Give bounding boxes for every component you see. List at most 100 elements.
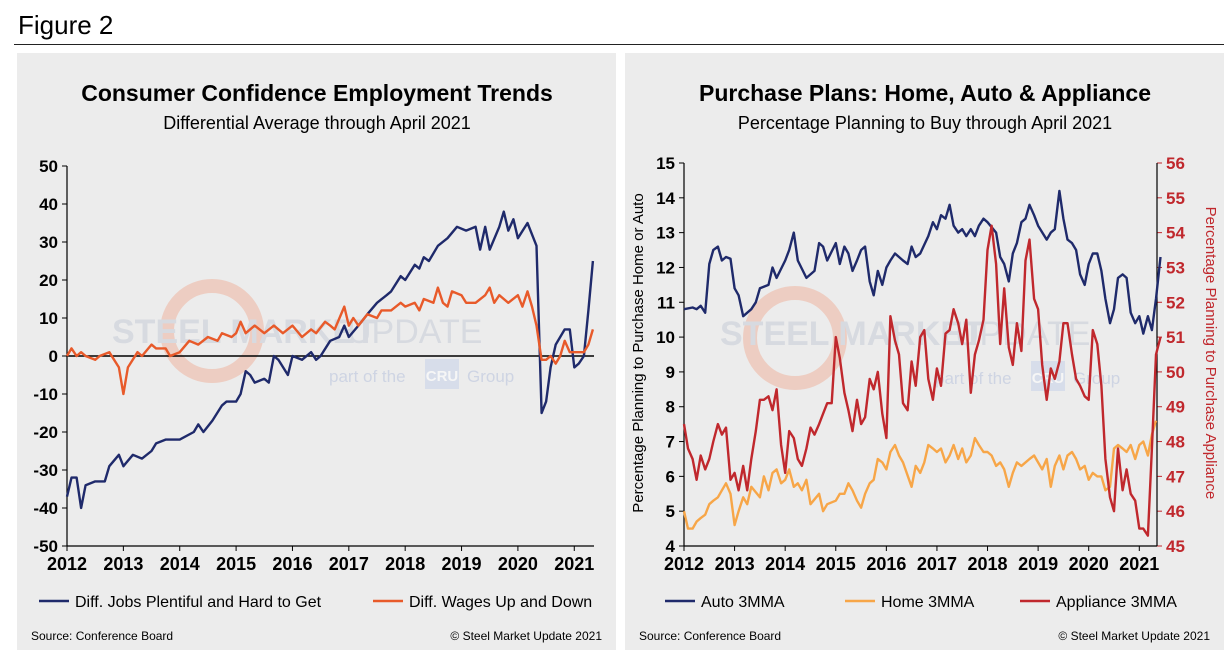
chart-title: Purchase Plans: Home, Auto & Appliance [699,80,1151,106]
employment-trends-chart: STEEL MARKET UPDATE part of the CRU Grou… [31,80,602,643]
series-line-diff-wages-up-and-down [65,286,595,396]
y-tick-label: 0 [49,347,58,366]
x-tick-label: 2016 [272,554,312,574]
y-right-tick-label: 49 [1166,398,1185,417]
y-axis-ticks: 50 40 30 20 10 0 -10 -20 -30 -40 -50 [33,157,68,556]
y-tick-label: -50 [33,537,58,556]
x-tick-label: 2017 [917,554,957,574]
watermark-tag-prefix: part of the [329,367,406,386]
y-tick-label: -30 [33,461,58,480]
y-tick-label: -20 [33,423,58,442]
series-line-auto-3mma [683,189,1162,335]
y-tick-label: 8 [666,398,675,417]
y-right-tick-label: 52 [1166,293,1185,312]
watermark: STEEL MARKET UPDATE part of the CRU Grou… [112,279,514,389]
x-tick-label: 2018 [968,554,1008,574]
y-tick-label: -10 [33,385,58,404]
legend-label-wages: Diff. Wages Up and Down [409,594,592,611]
x-tick-label: 2018 [385,554,425,574]
x-tick-label: 2017 [329,554,369,574]
y-tick-label: 6 [666,467,675,486]
y-right-tick-label: 55 [1166,189,1185,208]
watermark-swirl-icon [743,286,847,390]
x-tick-label: 2016 [866,554,906,574]
x-tick-label: 2019 [442,554,482,574]
legend-label-jobs: Diff. Jobs Plentiful and Hard to Get [75,594,322,611]
y-tick-label: 40 [39,195,58,214]
x-tick-label: 2013 [715,554,755,574]
x-tick-label: 2014 [765,554,805,574]
chart-title: Consumer Confidence Employment Trends [81,80,553,106]
series-line-appliance-3mma [682,224,1162,537]
y-tick-label: 20 [39,271,58,290]
source-note: Source: Conference Board [639,629,781,643]
y-tick-label: 13 [656,224,675,243]
x-tick-label: 2020 [1069,554,1109,574]
x-axis-ticks: 2012 2013 2014 2015 2016 2017 2018 2019 2020 2021 [47,545,594,574]
x-tick-label: 2014 [160,554,200,574]
y-tick-label: 9 [666,363,675,382]
y-right-tick-label: 46 [1166,502,1185,521]
y-right-tick-label: 54 [1166,224,1185,243]
figure-divider [14,44,1224,45]
y-tick-label: 10 [656,328,675,347]
legend-label-home: Home 3MMA [881,594,975,611]
series-line-home-3mma [682,420,1158,530]
copyright-note: © Steel Market Update 2021 [1058,629,1210,643]
watermark-cru-logo [425,359,459,389]
source-note: Source: Conference Board [31,629,173,643]
watermark-tag-suffix: Group [1073,369,1120,388]
chart-subtitle: Differential Average through April 2021 [163,113,471,133]
x-axis-ticks: 2012 2013 2014 2015 2016 2017 2018 2019 2020 2021 [664,545,1159,574]
y-axis-label-right: Percentage Planning to Purchase Applianc… [1202,207,1219,500]
y-right-tick-label: 48 [1166,433,1185,452]
y-right-tick-label: 56 [1166,154,1185,173]
x-tick-label: 2020 [498,554,538,574]
series-line-diff-jobs-plentiful-and-hard-to-get [65,210,595,510]
watermark-brand-bold: STEEL MARKET [720,315,984,353]
y-axis-ticks-left: 15 14 13 12 11 10 9 8 7 6 5 4 [656,154,685,556]
purchase-plans-chart: STEEL MARKET UPDATE part of the CRU Grou… [630,80,1219,643]
x-tick-label: 2015 [216,554,256,574]
legend: Auto 3MMA Home 3MMA Appliance 3MMA [665,594,1177,611]
x-tick-label: 2019 [1018,554,1058,574]
y-right-tick-label: 45 [1166,537,1185,556]
watermark-swirl-icon [160,279,264,383]
y-tick-label: 30 [39,233,58,252]
chart-subtitle: Percentage Planning to Buy through April… [738,113,1112,133]
watermark-brand-light: UPDATE [347,313,482,351]
watermark-tag-suffix: Group [467,367,514,386]
y-right-tick-label: 51 [1166,328,1185,347]
y-right-tick-label: 50 [1166,363,1185,382]
legend-label-appliance: Appliance 3MMA [1056,594,1177,611]
legend-label-auto: Auto 3MMA [701,594,785,611]
y-tick-label: 11 [657,293,675,312]
y-tick-label: 10 [39,309,58,328]
figure-label: Figure 2 [18,10,114,40]
x-tick-label: 2012 [47,554,87,574]
x-tick-label: 2021 [554,554,594,574]
y-right-tick-label: 47 [1166,467,1185,486]
series-group [65,210,595,510]
employment-trends-panel: STEEL MARKET UPDATE part of the CRU Grou… [17,53,616,650]
y-tick-label: 7 [666,433,675,452]
y-right-tick-label: 53 [1166,258,1185,277]
legend: Diff. Jobs Plentiful and Hard to Get Dif… [39,594,592,611]
purchase-plans-panel: STEEL MARKET UPDATE part of the CRU Grou… [625,53,1224,650]
x-tick-label: 2015 [816,554,856,574]
y-tick-label: 12 [656,258,675,277]
x-tick-label: 2012 [664,554,704,574]
y-tick-label: 5 [666,502,675,521]
copyright-note: © Steel Market Update 2021 [450,629,602,643]
watermark-cru-text: CRU [426,368,459,385]
x-tick-label: 2021 [1119,554,1159,574]
y-tick-label: 4 [666,537,676,556]
series-group [682,189,1162,537]
y-tick-label: 15 [656,154,675,173]
y-axis-ticks-right: 56 55 54 53 52 51 50 49 48 47 46 45 [1156,154,1185,556]
x-tick-label: 2013 [103,554,143,574]
y-tick-label: 50 [39,157,58,176]
y-axis-label-left: Percentage Planning to Purchase Home or … [630,193,647,512]
y-tick-label: -40 [33,499,58,518]
y-tick-label: 14 [656,189,675,208]
